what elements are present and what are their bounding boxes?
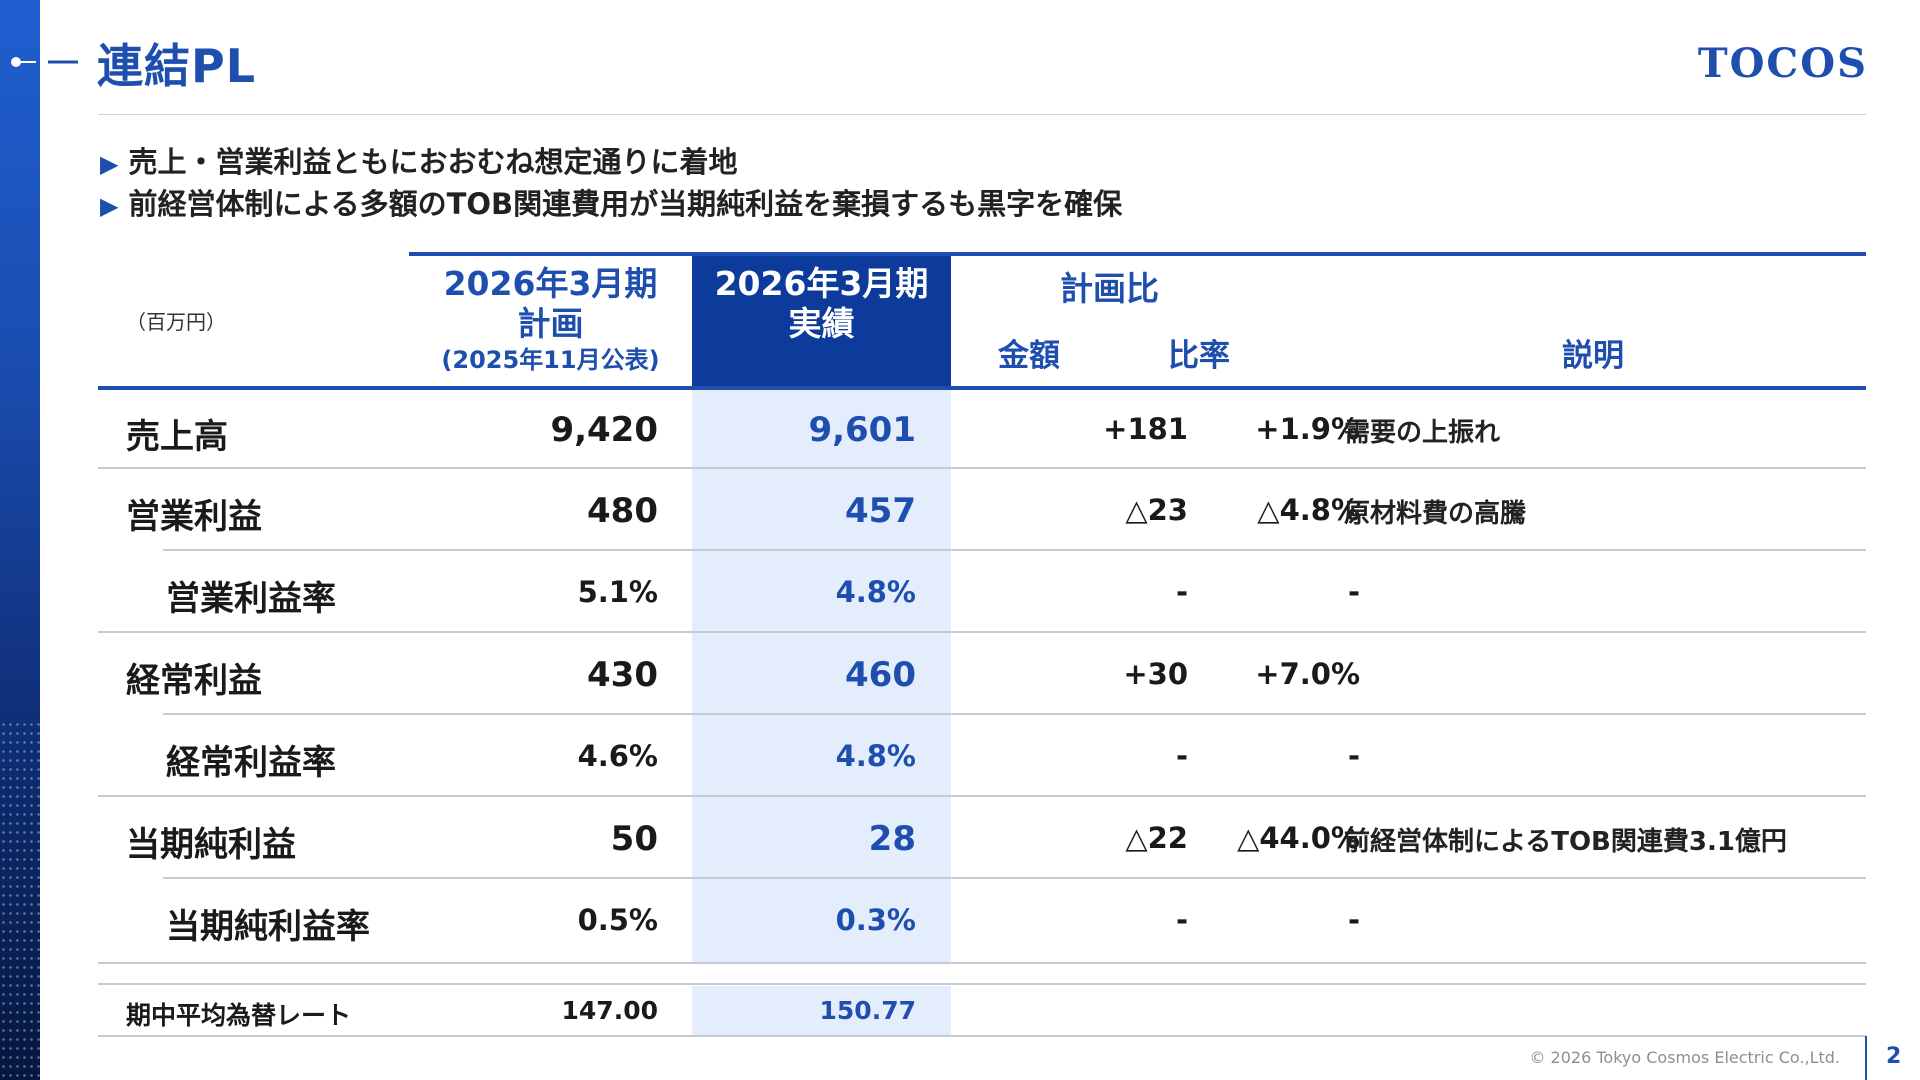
plan-header-note: (2025年11月公表) (441, 346, 660, 374)
actual-value: 4.8% (835, 575, 916, 609)
ratio-value: +7.0% (1255, 657, 1360, 691)
description-text: 需要の上振れ (1344, 418, 1501, 448)
actual-value: 4.8% (835, 739, 916, 773)
row-divider (163, 877, 1866, 879)
amount-header: 金額 (998, 338, 1060, 374)
plan-value: 4.6% (577, 739, 658, 773)
row-label: 当期純利益率 (166, 907, 370, 947)
fx-row-top-rule (98, 983, 1866, 985)
actual-value: 9,601 (808, 410, 916, 450)
amount-value: +30 (1123, 657, 1188, 691)
row-divider (98, 962, 1866, 964)
footer-divider (1865, 1036, 1867, 1080)
page-title: 連結PL (97, 39, 257, 93)
row-label: 当期純利益 (126, 825, 296, 865)
plan-value: 50 (610, 819, 658, 859)
row-divider (98, 631, 1866, 633)
row-label: 営業利益率 (166, 579, 336, 619)
table-row: 売上高 9,420 9,601 +181 +1.9% 需要の上振れ (98, 390, 1866, 468)
amount-value: - (1175, 575, 1188, 609)
summary-bullets: ▶ 売上・営業利益ともにおおむね想定通りに着地 ▶ 前経営体制による多額のTOB関連… (100, 141, 1122, 225)
copyright-text: © 2026 Tokyo Cosmos Electric Co.,Ltd. (1529, 1048, 1840, 1067)
row-divider (98, 467, 1866, 469)
table-row: 経常利益 430 460 +30 +7.0% (98, 633, 1866, 713)
amount-value: △23 (1125, 493, 1188, 527)
fx-label: 期中平均為替レート (126, 1001, 352, 1030)
actual-fx-highlight (692, 986, 951, 1036)
ratio-header: 比率 (1168, 338, 1230, 374)
plan-header-period: 2026年3月期 (443, 264, 658, 303)
triangle-bullet-icon: ▶ (100, 150, 119, 178)
actual-header-period: 2026年3月期 (714, 264, 929, 303)
ratio-value: - (1347, 575, 1360, 609)
unit-label: （百万円） (126, 310, 226, 334)
row-label: 営業利益 (126, 497, 262, 537)
title-marker-icon (11, 57, 78, 67)
amount-value: - (1175, 903, 1188, 937)
bullet-item: ▶ 前経営体制による多額のTOB関連費用が当期純利益を棄損するも黒字を確保 (100, 183, 1122, 225)
actual-header-label: 実績 (788, 304, 855, 343)
actual-value: 457 (845, 491, 916, 531)
row-label: 売上高 (126, 417, 228, 457)
actual-value: 460 (845, 655, 916, 695)
plan-column-header: 2026年3月期 計画 (2025年11月公表) (409, 256, 692, 386)
table-top-rule (409, 252, 1866, 256)
bullet-item: ▶ 売上・営業利益ともにおおむね想定通りに着地 (100, 141, 1122, 183)
table-row: 経常利益率 4.6% 4.8% - - (98, 715, 1866, 795)
row-label: 経常利益率 (166, 743, 336, 783)
amount-value: +181 (1103, 412, 1188, 446)
description-text: 原材料費の高騰 (1344, 499, 1527, 529)
description-text: 前経営体制によるTOB関連費3.1億円 (1344, 827, 1787, 857)
ratio-value: - (1347, 903, 1360, 937)
actual-column-header: 2026年3月期 実績 (692, 256, 951, 386)
table-row: 当期純利益率 0.5% 0.3% - - (98, 879, 1866, 963)
plan-header-label: 計画 (517, 304, 584, 343)
bullet-text: 前経営体制による多額のTOB関連費用が当期純利益を棄損するも黒字を確保 (128, 187, 1123, 221)
compare-header: 計画比 (1060, 269, 1159, 308)
left-decorative-band (0, 0, 40, 1080)
plan-value: 5.1% (577, 575, 658, 609)
actual-column-highlight (692, 390, 951, 964)
ratio-value: △4.8% (1257, 493, 1360, 527)
page-number: 2 (1886, 1044, 1902, 1069)
plan-value: 430 (587, 655, 658, 695)
plan-value: 480 (587, 491, 658, 531)
plan-value: 9,420 (550, 410, 658, 450)
description-header: 説明 (1562, 338, 1624, 374)
ratio-value: +1.9% (1255, 412, 1360, 446)
actual-value: 0.3% (835, 903, 916, 937)
starfield-pattern (0, 720, 40, 1080)
fx-row-bottom-rule (98, 1035, 1866, 1037)
amount-value: - (1175, 739, 1188, 773)
row-divider (98, 795, 1866, 797)
row-divider (163, 549, 1866, 551)
table-row: 営業利益 480 457 △23 △4.8% 原材料費の高騰 (98, 469, 1866, 549)
table-row: 当期純利益 50 28 △22 △44.0% 前経営体制によるTOB関連費3.1… (98, 797, 1866, 877)
table-row: 営業利益率 5.1% 4.8% - - (98, 551, 1866, 631)
bullet-text: 売上・営業利益ともにおおむね想定通りに着地 (128, 145, 738, 179)
ratio-value: - (1347, 739, 1360, 773)
fx-actual-value: 150.77 (819, 996, 916, 1025)
plan-value: 0.5% (577, 903, 658, 937)
title-divider (98, 114, 1866, 115)
ratio-value: △44.0% (1237, 821, 1360, 855)
company-logo: TOCOS (1697, 40, 1868, 87)
table-header-rule (98, 386, 1866, 390)
fx-rate-row: 期中平均為替レート 147.00 150.77 (98, 986, 1866, 1036)
actual-value: 28 (868, 819, 916, 859)
triangle-bullet-icon: ▶ (100, 192, 119, 220)
row-label: 経常利益 (126, 661, 262, 701)
row-divider (163, 713, 1866, 715)
fx-plan-value: 147.00 (561, 996, 658, 1025)
amount-value: △22 (1125, 821, 1188, 855)
